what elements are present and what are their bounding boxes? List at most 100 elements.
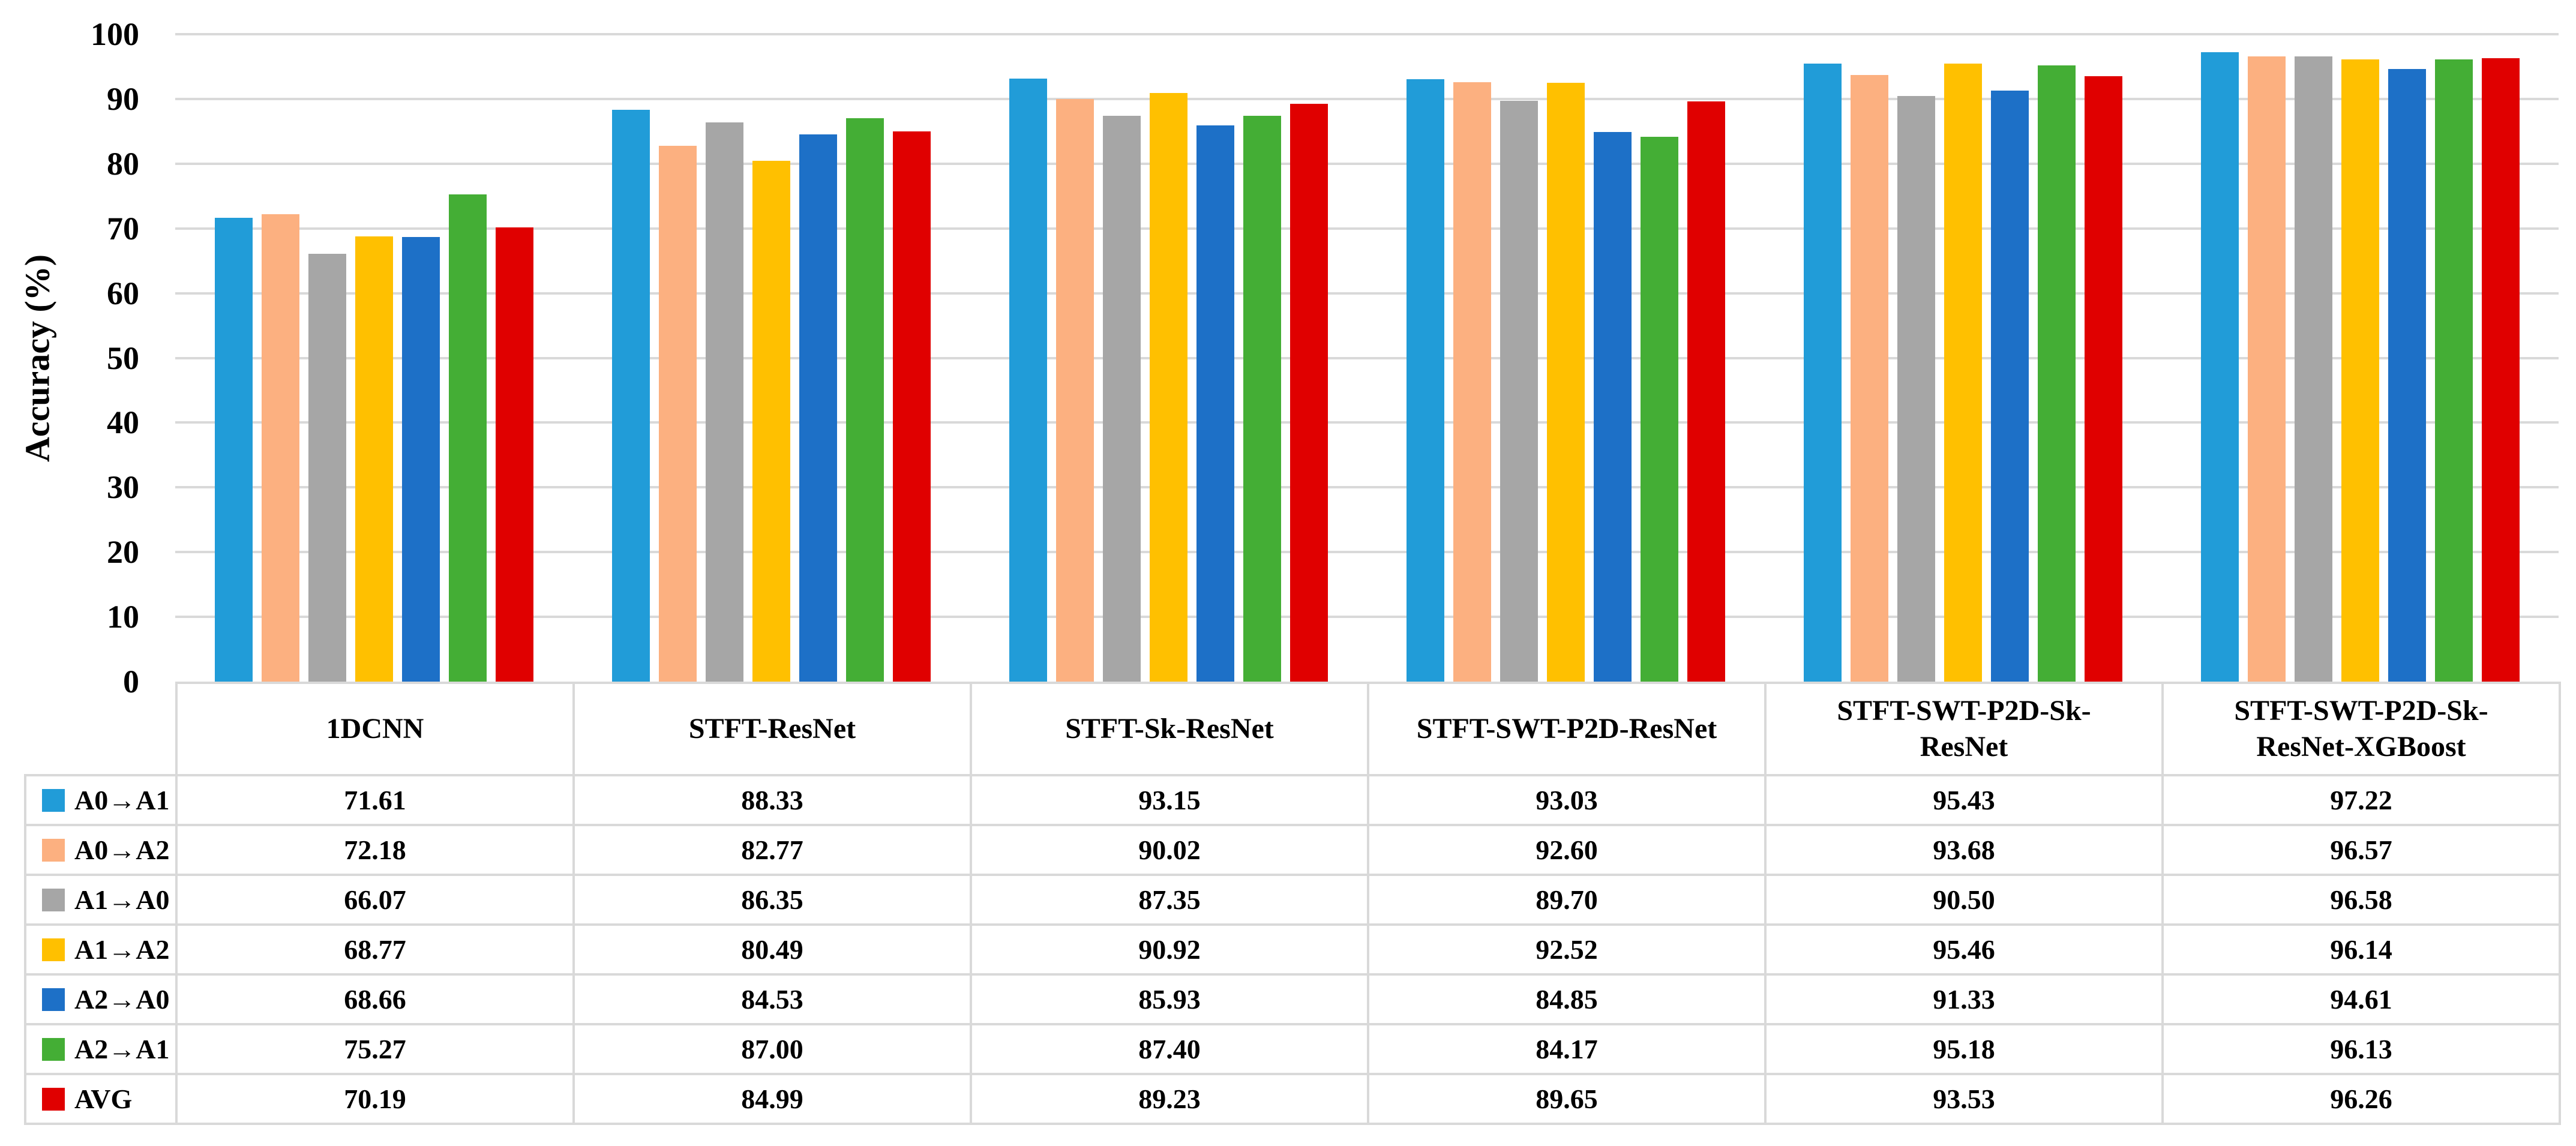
value-a1-to-a0-stft-sk-resnet: 87.35 xyxy=(970,874,1369,926)
bar-a1-to-a2-stft-resnet xyxy=(752,160,790,682)
bar-a2-to-a0-stft-swt-p2d-sk-resnet-xgboost xyxy=(2388,69,2426,682)
value-a1-to-a0-stft-swt-p2d-resnet: 89.70 xyxy=(1367,874,1767,926)
legend-cell-a2-to-a0: A2→A0 xyxy=(24,973,178,1025)
bar-a2-to-a0-stft-sk-resnet xyxy=(1196,125,1234,682)
value-a2-to-a1-stft-resnet: 87.00 xyxy=(572,1023,972,1075)
bar-a1-to-a0-stft-swt-p2d-sk-resnet xyxy=(1897,95,1935,682)
legend-label-avg: AVG xyxy=(74,1084,133,1114)
y-tick-label-0: 0 xyxy=(123,664,139,700)
bar-a0-to-a2-stft-swt-p2d-resnet xyxy=(1453,82,1491,682)
table-row-a1-to-a2: A1→A2 68.77 80.49 90.92 92.52 95.46 96.14 xyxy=(24,923,2561,976)
legend-cell-a0-to-a2: A0→A2 xyxy=(24,824,178,876)
gridline-50 xyxy=(175,356,2559,359)
bar-a0-to-a1-stft-swt-p2d-resnet xyxy=(1406,79,1444,682)
value-a1-to-a2-stft-swt-p2d-sk-resnet: 95.46 xyxy=(1764,923,2164,976)
gridline-20 xyxy=(175,551,2559,554)
legend-swatch-a1-to-a2 xyxy=(42,938,65,961)
value-a0-to-a2-stft-resnet: 82.77 xyxy=(572,824,972,876)
legend-entry: AVG xyxy=(28,1083,174,1115)
bar-avg-stft-swt-p2d-sk-resnet-xgboost xyxy=(2481,58,2520,682)
legend-swatch-a0-to-a2 xyxy=(42,838,65,862)
value-a1-to-a0-1dcnn: 66.07 xyxy=(175,874,575,926)
value-a1-to-a0-stft-resnet: 86.35 xyxy=(572,874,972,926)
value-a0-to-a2-stft-sk-resnet: 90.02 xyxy=(970,824,1369,876)
y-tick-label-60: 60 xyxy=(107,275,139,311)
table-corner-empty xyxy=(25,683,176,775)
bar-a2-to-a1-stft-resnet xyxy=(845,118,884,682)
value-a2-to-a1-stft-swt-p2d-sk-resnet-xgboost: 96.13 xyxy=(2161,1023,2561,1075)
bar-a1-to-a0-1dcnn xyxy=(308,254,346,682)
bar-a1-to-a0-stft-resnet xyxy=(705,122,743,682)
column-header-stft-swt-p2d-resnet: STFT-SWT-P2D-ResNet xyxy=(1367,682,1767,776)
bar-a2-to-a1-stft-sk-resnet xyxy=(1243,115,1281,682)
value-a2-to-a0-stft-sk-resnet: 85.93 xyxy=(970,973,1369,1025)
data-table: 1DCNN STFT-ResNet STFT-Sk-ResNet STFT-SWT-P… xyxy=(24,682,2561,1125)
bar-avg-stft-swt-p2d-sk-resnet xyxy=(2084,76,2122,682)
bar-avg-1dcnn xyxy=(495,227,533,682)
legend-label-a1-to-a0: A1→A0 xyxy=(74,884,170,915)
legend-swatch-a2-to-a1 xyxy=(42,1037,65,1061)
bar-a2-to-a1-1dcnn xyxy=(448,194,487,682)
legend-label-a2-to-a1: A2→A1 xyxy=(74,1034,170,1064)
table-row-a1-to-a0: A1→A0 66.07 86.35 87.35 89.70 90.50 96.58 xyxy=(24,874,2561,926)
bar-a0-to-a1-1dcnn xyxy=(214,218,253,682)
value-avg-stft-swt-p2d-sk-resnet-xgboost: 96.26 xyxy=(2161,1073,2561,1125)
legend-swatch-a1-to-a0 xyxy=(42,888,65,911)
bar-a1-to-a2-stft-swt-p2d-sk-resnet-xgboost xyxy=(2341,59,2379,682)
y-tick-label-50: 50 xyxy=(107,340,139,376)
legend-swatch-a2-to-a0 xyxy=(42,988,65,1011)
value-a0-to-a1-stft-sk-resnet: 93.15 xyxy=(970,774,1369,826)
value-a0-to-a2-stft-swt-p2d-sk-resnet: 93.68 xyxy=(1764,824,2164,876)
bar-a1-to-a0-stft-sk-resnet xyxy=(1102,116,1141,682)
bar-a2-to-a0-stft-swt-p2d-resnet xyxy=(1593,132,1632,682)
gridline-90 xyxy=(175,97,2559,100)
table-header-row: 1DCNN STFT-ResNet STFT-Sk-ResNet STFT-SWT-P… xyxy=(25,682,2561,776)
legend-entry: A0→A2 xyxy=(28,834,174,866)
column-header-stft-swt-p2d-sk-resnet-xgboost: STFT-SWT-P2D-Sk- ResNet-XGBoost xyxy=(2161,682,2561,776)
bar-avg-stft-resnet xyxy=(892,131,931,682)
gridline-100 xyxy=(175,33,2559,35)
value-a0-to-a2-1dcnn: 72.18 xyxy=(175,824,575,876)
column-header-stft-resnet: STFT-ResNet xyxy=(572,682,972,776)
bar-a0-to-a2-1dcnn xyxy=(261,214,299,682)
bar-a0-to-a1-stft-sk-resnet xyxy=(1009,78,1047,682)
y-tick-label-40: 40 xyxy=(107,404,139,441)
legend-swatch-a0-to-a1 xyxy=(42,788,65,812)
column-header-stft-swt-p2d-sk-resnet: STFT-SWT-P2D-Sk- ResNet xyxy=(1764,682,2164,776)
legend-label-a0-to-a1: A0→A1 xyxy=(74,785,170,815)
bar-avg-stft-sk-resnet xyxy=(1290,104,1328,682)
legend-cell-a0-to-a1: A0→A1 xyxy=(24,774,178,826)
bar-a1-to-a2-stft-swt-p2d-resnet xyxy=(1546,82,1585,682)
value-avg-stft-resnet: 84.99 xyxy=(572,1073,972,1125)
value-a2-to-a1-stft-sk-resnet: 87.40 xyxy=(970,1023,1369,1075)
legend-cell-a2-to-a1: A2→A1 xyxy=(24,1023,178,1075)
value-a0-to-a1-stft-swt-p2d-sk-resnet-xgboost: 97.22 xyxy=(2161,774,2561,826)
value-a2-to-a1-stft-swt-p2d-sk-resnet: 95.18 xyxy=(1764,1023,2164,1075)
legend-entry: A2→A0 xyxy=(28,983,174,1015)
bar-a2-to-a0-1dcnn xyxy=(401,237,440,682)
value-a1-to-a2-stft-resnet: 80.49 xyxy=(572,923,972,976)
value-a2-to-a1-1dcnn: 75.27 xyxy=(175,1023,575,1075)
value-a2-to-a0-stft-swt-p2d-sk-resnet-xgboost: 94.61 xyxy=(2161,973,2561,1025)
bar-a0-to-a1-stft-swt-p2d-sk-resnet-xgboost xyxy=(2200,52,2239,682)
table-row-avg: AVG 70.19 84.99 89.23 89.65 93.53 96.26 xyxy=(24,1073,2561,1125)
value-a0-to-a1-stft-swt-p2d-sk-resnet: 95.43 xyxy=(1764,774,2164,826)
value-avg-1dcnn: 70.19 xyxy=(175,1073,575,1125)
y-tick-label-90: 90 xyxy=(107,80,139,117)
bar-a1-to-a0-stft-swt-p2d-resnet xyxy=(1500,101,1538,682)
bar-a2-to-a1-stft-swt-p2d-sk-resnet xyxy=(2037,65,2076,682)
table-row-a2-to-a1: A2→A1 75.27 87.00 87.40 84.17 95.18 96.13 xyxy=(24,1023,2561,1075)
bar-a1-to-a2-stft-sk-resnet xyxy=(1149,92,1187,682)
bar-a2-to-a0-stft-resnet xyxy=(799,134,837,682)
bar-a0-to-a1-stft-resnet xyxy=(611,109,650,682)
bar-a2-to-a1-stft-swt-p2d-sk-resnet-xgboost xyxy=(2434,59,2473,682)
bar-a0-to-a2-stft-swt-p2d-sk-resnet xyxy=(1850,75,1888,682)
value-a2-to-a0-stft-resnet: 84.53 xyxy=(572,973,972,1025)
value-a0-to-a2-stft-swt-p2d-resnet: 92.60 xyxy=(1367,824,1767,876)
gridline-80 xyxy=(175,162,2559,165)
y-tick-label-20: 20 xyxy=(107,534,139,571)
bar-a2-to-a0-stft-swt-p2d-sk-resnet xyxy=(1990,90,2029,682)
value-a2-to-a1-stft-swt-p2d-resnet: 84.17 xyxy=(1367,1023,1767,1075)
value-a0-to-a1-1dcnn: 71.61 xyxy=(175,774,575,826)
value-a0-to-a2-stft-swt-p2d-sk-resnet-xgboost: 96.57 xyxy=(2161,824,2561,876)
